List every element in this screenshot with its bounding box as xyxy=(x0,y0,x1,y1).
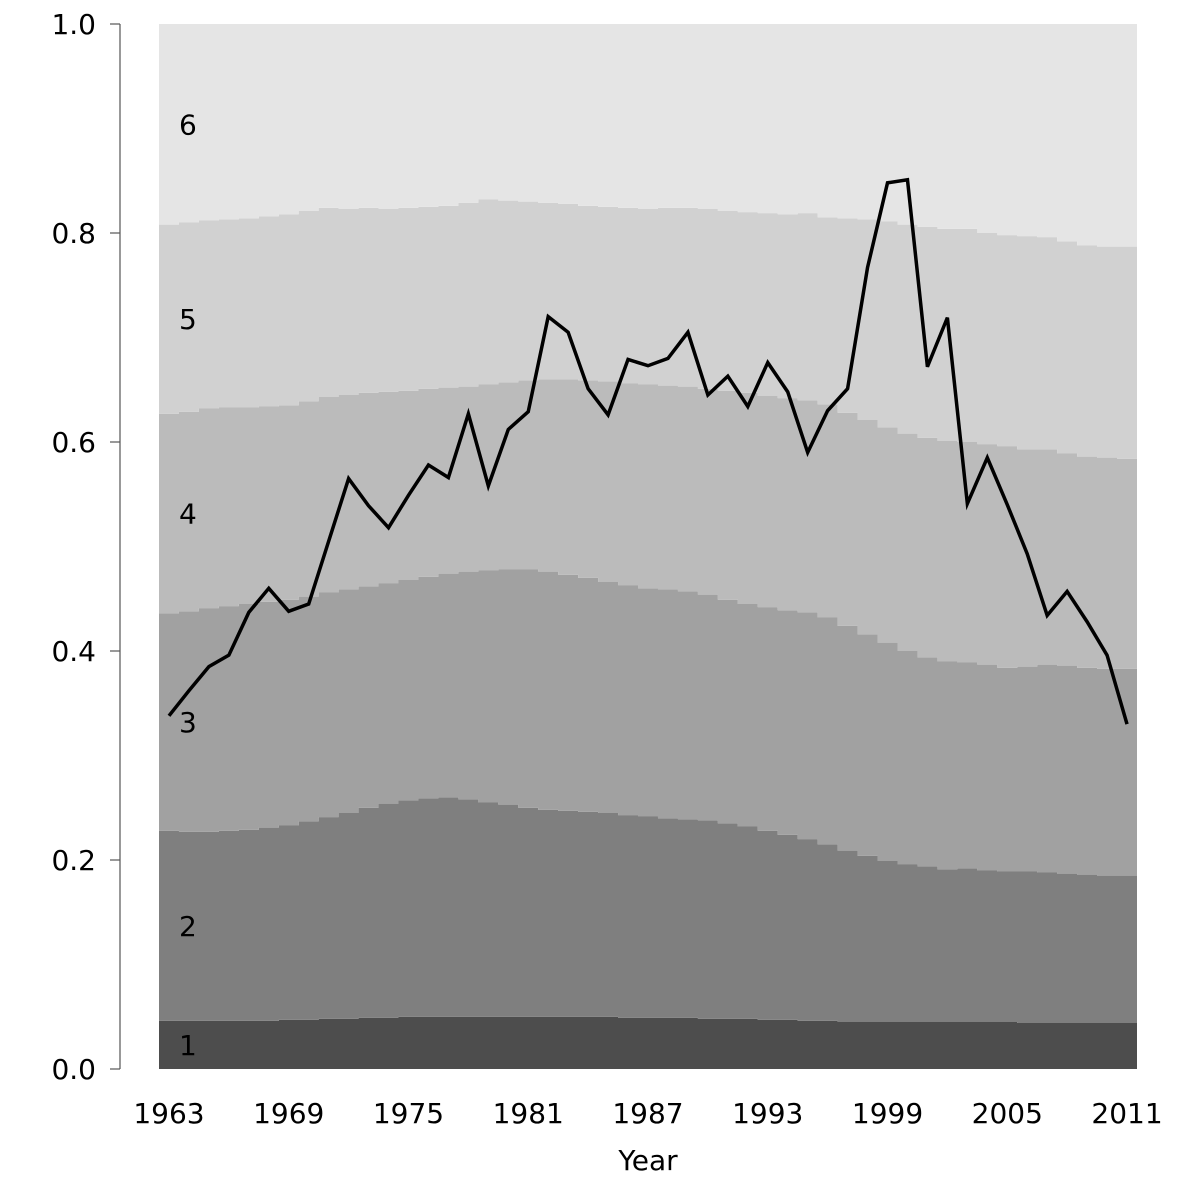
x-tick-label: 1963 xyxy=(133,1097,204,1130)
band-label-6: 6 xyxy=(179,108,197,141)
y-tick-label: 0.8 xyxy=(51,217,96,250)
band-1 xyxy=(159,1016,1137,1069)
band-label-1: 1 xyxy=(179,1029,197,1062)
axis-layer: 0.0 0.2 0.4 0.6 0.8 1.0 1963 1969 1975 1981 1987 19… xyxy=(51,8,1162,1130)
y-tick-label: 1.0 xyxy=(51,8,96,41)
band-6 xyxy=(159,24,1137,247)
band-5 xyxy=(159,199,1137,459)
x-tick-label: 1987 xyxy=(612,1097,683,1130)
x-tick-label: 1993 xyxy=(732,1097,803,1130)
x-tick-label: 1969 xyxy=(253,1097,324,1130)
band-label-3: 3 xyxy=(179,706,197,739)
band-label-2: 2 xyxy=(179,910,197,943)
band-2 xyxy=(159,797,1137,1024)
band-label-4: 4 xyxy=(179,498,197,531)
y-tick-label: 0.4 xyxy=(51,635,96,668)
band-3 xyxy=(159,569,1137,876)
x-tick-label: 1981 xyxy=(493,1097,564,1130)
x-axis-title: Year xyxy=(617,1144,678,1177)
band-4 xyxy=(159,379,1137,669)
series-line-0 xyxy=(167,177,1129,725)
series-line-layer xyxy=(167,177,1129,725)
y-tick-label: 0.2 xyxy=(51,844,96,877)
y-tick-label: 0.0 xyxy=(51,1053,96,1086)
x-tick-label: 2011 xyxy=(1091,1097,1162,1130)
x-tick-label: 1999 xyxy=(852,1097,923,1130)
band-label-5: 5 xyxy=(179,303,197,336)
x-tick-label: 2005 xyxy=(972,1097,1043,1130)
x-tick-label: 1975 xyxy=(373,1097,444,1130)
y-tick-label: 0.6 xyxy=(51,426,96,459)
band-layer: 1 2 3 4 5 6 xyxy=(159,24,1137,1069)
